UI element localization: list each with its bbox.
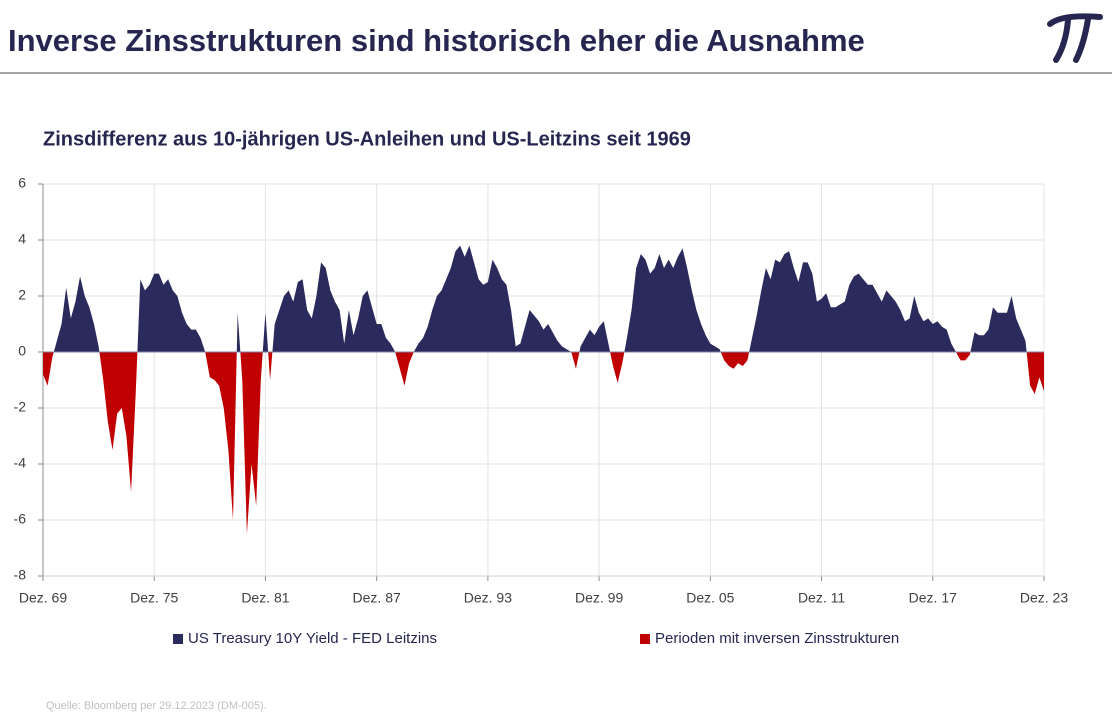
legend-swatch <box>640 634 650 644</box>
y-tick-label: 0 <box>18 343 26 359</box>
area <box>43 245 1044 534</box>
y-tick-label: 2 <box>18 287 26 303</box>
legend-label: US Treasury 10Y Yield - FED Leitzins <box>188 630 437 647</box>
x-tick-label: Dez. 99 <box>575 590 623 606</box>
x-tick-label: Dez. 75 <box>130 590 178 606</box>
y-tick-label: -4 <box>14 455 27 471</box>
x-tick-label: Dez. 93 <box>464 590 512 606</box>
y-tick-label: -2 <box>14 399 27 415</box>
x-tick-label: Dez. 11 <box>798 590 845 606</box>
logo-leg <box>1053 17 1071 63</box>
y-tick-label: -6 <box>14 511 27 527</box>
y-tick-label: -8 <box>14 567 27 583</box>
y-tick-label: 4 <box>18 231 26 247</box>
x-tick-label: Dez. 69 <box>19 590 67 606</box>
legend-swatch <box>173 634 183 644</box>
legend-label: Perioden mit inversen Zinsstrukturen <box>655 630 899 647</box>
logo-bar <box>1047 13 1103 27</box>
logo <box>1047 13 1103 63</box>
y-tick-label: 6 <box>18 175 26 191</box>
x-tick-label: Dez. 17 <box>909 590 957 606</box>
logo-leg <box>1073 16 1091 63</box>
x-tick-label: Dez. 81 <box>241 590 289 606</box>
source-note: Quelle: Bloomberg per 29.12.2023 (DM-005… <box>46 700 267 712</box>
x-tick-label: Dez. 05 <box>686 590 734 606</box>
slide-title: Inverse Zinsstrukturen sind historisch e… <box>8 23 865 58</box>
chart-title: Zinsdifferenz aus 10-jährigen US-Anleihe… <box>43 128 691 150</box>
x-tick-label: Dez. 87 <box>353 590 401 606</box>
x-tick-label: Dez. 23 <box>1020 590 1068 606</box>
